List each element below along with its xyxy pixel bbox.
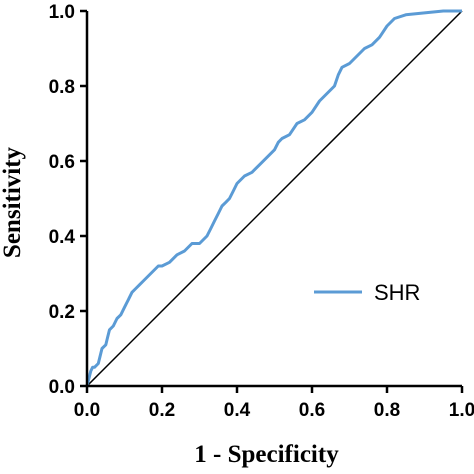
y-tick-label: 0.4	[49, 227, 76, 248]
y-tick-label: 0.2	[49, 302, 75, 323]
reference-diagonal-line	[86, 10, 463, 387]
x-tick-label: 0.4	[224, 400, 251, 421]
y-axis-title: Sensitivity	[0, 146, 26, 258]
x-tick-label: 0.0	[74, 400, 100, 421]
series-line-shr	[85, 9, 462, 387]
y-tick-label: 1.0	[49, 2, 75, 23]
legend: SHR	[314, 280, 420, 305]
y-tick-label: 0.8	[49, 77, 75, 98]
x-tick-label: 0.8	[374, 400, 400, 421]
plot-area	[85, 9, 463, 387]
x-axis-title: 1 - Specificity	[194, 441, 339, 468]
axes	[85, 11, 462, 388]
y-tick-label: 0.0	[49, 377, 75, 398]
x-tick-label: 1.0	[449, 400, 474, 421]
x-tick-label: 0.6	[299, 400, 325, 421]
axis-ticks: 0.0 0.2 0.4 0.6 0.8 1.0 0.0 0.2 0.4 0.6 0.8 1.0	[49, 2, 474, 421]
legend-label-shr: SHR	[374, 280, 420, 305]
x-tick-label: 0.2	[149, 400, 175, 421]
y-tick-label: 0.6	[49, 152, 75, 173]
